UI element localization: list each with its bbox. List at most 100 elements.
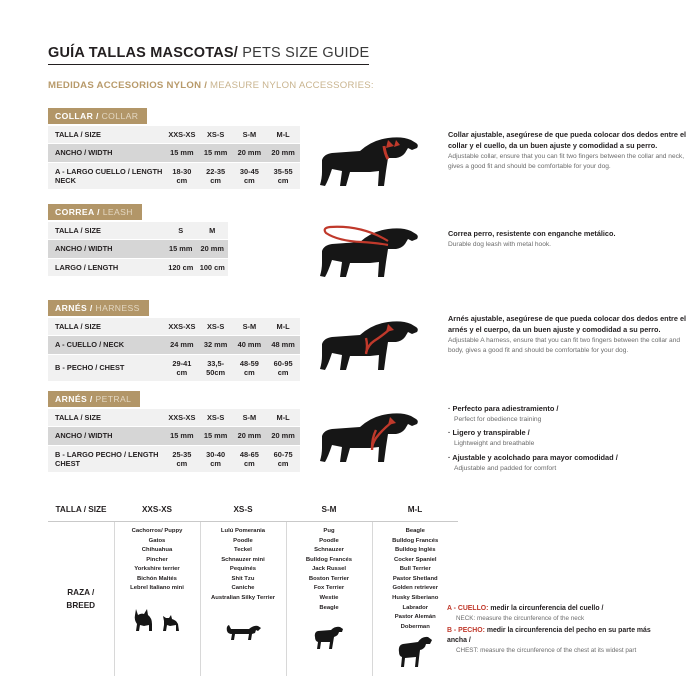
cell: 60-75 cm (266, 445, 300, 473)
silhouette-group-xs-s (203, 604, 284, 644)
silhouette-group-m-l (375, 632, 457, 672)
list-item: Caniche (231, 585, 255, 592)
list-item: Australian Silky Terrier (210, 594, 276, 601)
table-row: ANCHO / WIDTH 15 mm 15 mm 20 mm 20 mm (48, 426, 300, 446)
breed-row-label-es: RAZA / (67, 588, 95, 598)
cell: 60-95 cm (266, 354, 300, 382)
cell: 24 mm (165, 335, 199, 355)
row-label: A - CUELLO / NECK (48, 335, 165, 355)
tag-en: PETRAL (92, 394, 132, 404)
table-row: LARGO / LENGTH 120 cm 100 cm (48, 258, 228, 277)
cell: XS-S (198, 318, 233, 337)
description-en: Adjustable collar, ensure that you can f… (448, 152, 685, 170)
table-row: ANCHO / WIDTH 15 mm 15 mm 20 mm 20 mm (48, 143, 300, 163)
row-label: TALLA / SIZE (48, 126, 165, 145)
breed-list: Lulú Pomerania Poodle Teckel Schnauzer m… (203, 527, 284, 604)
cell: 20 mm (266, 143, 300, 163)
list-item: Bulldog Inglés (394, 547, 436, 554)
tag-es: ARNÉS / (55, 394, 93, 404)
row-label: A - LARGO CUELLO / LENGTH NECK (48, 162, 165, 190)
title-en: PETS SIZE GUIDE (238, 45, 370, 61)
page-title: GUÍA TALLAS MASCOTAS/ PETS SIZE GUIDE (48, 44, 648, 65)
bullet-item: · Perfecto para adiestramiento / Perfect… (448, 404, 698, 424)
cell: M-L (266, 409, 300, 428)
breed-cell-xxs-xs: Cachorros/ Puppy Gatos Chihuahua Pincher… (114, 521, 201, 677)
list-item: Poodle (233, 537, 253, 544)
cell: M-L (266, 318, 300, 337)
cell: 15 mm (165, 239, 197, 259)
description-es: Arnés ajustable, asegúrese de que pueda … (448, 314, 687, 334)
breed-cell-m-l: Beagle Bulldog Francés Bulldog Inglés Co… (372, 521, 458, 677)
tag-en: HARNESS (92, 303, 140, 313)
cell: 18-30 cm (165, 162, 199, 190)
cell: 20 mm (232, 143, 267, 163)
cell: 30-45 cm (232, 162, 267, 190)
list-item: Lulú Pomerania (220, 528, 266, 534)
list-item: Teckel (234, 547, 252, 554)
table-row: TALLA / SIZE XXS-XS XS-S S-M M-L (48, 409, 300, 428)
large-dog-silhouette (399, 637, 433, 668)
list-item: Cocker Spaniel (393, 556, 437, 563)
breed-list: Beagle Bulldog Francés Bulldog Inglés Co… (375, 527, 457, 632)
cell: 15 mm (198, 143, 233, 163)
table-leash: TALLA / SIZE S M ANCHO / WIDTH 15 mm 20 … (48, 222, 228, 277)
bullet-es: · Ajustable y acolchado para mayor comod… (448, 452, 618, 462)
description-en: Durable dog leash with metal hook. (448, 240, 551, 248)
breed-header-row: TALLA / SIZE XXS-XS XS-S S-M M-L (48, 499, 458, 522)
cell: 22-35 cm (198, 162, 233, 190)
cell: 15 mm (165, 143, 199, 163)
legend-key: B - PECHO: (447, 627, 485, 635)
description-harness: Arnés ajustable, asegúrese de que pueda … (448, 314, 690, 356)
silhouette-group-s-m (289, 613, 370, 653)
medium-dog-silhouette (314, 626, 343, 650)
dog-collar-illustration (316, 126, 420, 199)
list-item: Doberman (400, 623, 430, 630)
list-item: Chihuahua (141, 547, 173, 554)
table-petral: TALLA / SIZE XXS-XS XS-S S-M M-L ANCHO /… (48, 409, 300, 473)
table-row: A - CUELLO / NECK 24 mm 32 mm 40 mm 48 m… (48, 335, 300, 355)
cell: 20 mm (232, 426, 267, 446)
cell: S-M (232, 318, 267, 337)
cell: S-M (232, 409, 267, 428)
breed-table: TALLA / SIZE XXS-XS XS-S S-M M-L RAZA / … (48, 499, 458, 677)
legend-text: medir la circunferencia del cuello / (488, 605, 604, 612)
breed-body-row: RAZA / BREED Cachorros/ Puppy Gatos Chih… (48, 521, 458, 677)
title-es: GUÍA TALLAS MASCOTAS/ (48, 45, 239, 61)
bullet-en: Perfect for obedience training (454, 415, 542, 423)
row-label: B - PECHO / CHEST (48, 354, 165, 382)
legend-text: medir la circunferencia del pecho en su … (447, 627, 651, 645)
list-item: Bichón Maltés (137, 575, 177, 582)
legend-en: NECK: measure the circunference of the n… (456, 615, 585, 622)
cell: 48 mm (266, 335, 300, 355)
bullet-es: · Ligero y transpirable / (448, 428, 530, 438)
breed-header-size: TALLA / SIZE (48, 499, 114, 522)
cell: 40 mm (232, 335, 267, 355)
list-item: Pug (323, 528, 335, 534)
silhouette-group-xxs-xs (117, 594, 198, 634)
feature-bullets: · Perfecto para adiestramiento / Perfect… (448, 404, 698, 477)
list-item: Cachorros/ Puppy (131, 528, 183, 534)
list-item: Golden retriever (392, 585, 438, 592)
breed-header-s-m: S-M (286, 499, 372, 522)
cell: 15 mm (198, 426, 233, 446)
list-item: Poodle (319, 537, 339, 544)
description-collar: Collar ajustable, asegúrese de que pueda… (448, 130, 690, 172)
breed-header-xs-s: XS-S (200, 499, 286, 522)
cell: XS-S (198, 409, 233, 428)
list-item: Husky Siberiano (392, 594, 439, 601)
list-item: Pincher (146, 556, 168, 563)
cell: 100 cm (196, 258, 228, 277)
row-label: TALLA / SIZE (48, 222, 165, 241)
breed-header-xxs-xs: XXS-XS (114, 499, 200, 522)
breed-list: Pug Poodle Schnauzer Bulldog Francés Jac… (289, 527, 370, 613)
row-label: LARGO / LENGTH (48, 258, 165, 277)
measurement-legend: A - CUELLO: medir la circunferencia del … (447, 604, 662, 658)
cell: S (165, 222, 197, 241)
cell: 120 cm (165, 258, 197, 277)
row-label: B - LARGO PECHO / LENGTH CHEST (48, 445, 165, 473)
table-row: TALLA / SIZE S M (48, 222, 228, 241)
bullet-en: Lightweight and breathable (454, 440, 535, 448)
section-tag-leash: CORREA / LEASH (48, 202, 142, 220)
list-item: Boston Terrier (308, 575, 350, 582)
